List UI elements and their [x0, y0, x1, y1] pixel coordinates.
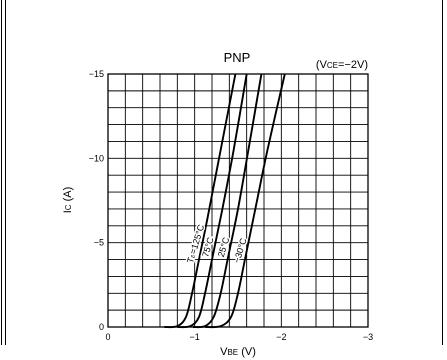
- y-axis-label: IC (A): [62, 187, 74, 214]
- x-tick-label: −2: [276, 332, 286, 342]
- y-tick-label: −15: [89, 69, 104, 79]
- y-tick-label: −5: [94, 238, 104, 248]
- x-tick-label: −1: [190, 332, 200, 342]
- curve-layer: [164, 74, 284, 327]
- y-tick-label: 0: [99, 322, 104, 332]
- x-tick-label: −3: [363, 332, 373, 342]
- y-tick-label: −10: [89, 153, 104, 163]
- condition-label: (VCE=−2V): [316, 59, 368, 71]
- series-curve-3: [205, 74, 285, 327]
- x-tick-label: 0: [105, 332, 110, 342]
- axis-layer: 0 −1 −2 −3 0 −5 −10 −15: [89, 69, 373, 342]
- x-axis-label: VBE (V): [220, 346, 256, 358]
- chart-title: PNP: [224, 50, 251, 65]
